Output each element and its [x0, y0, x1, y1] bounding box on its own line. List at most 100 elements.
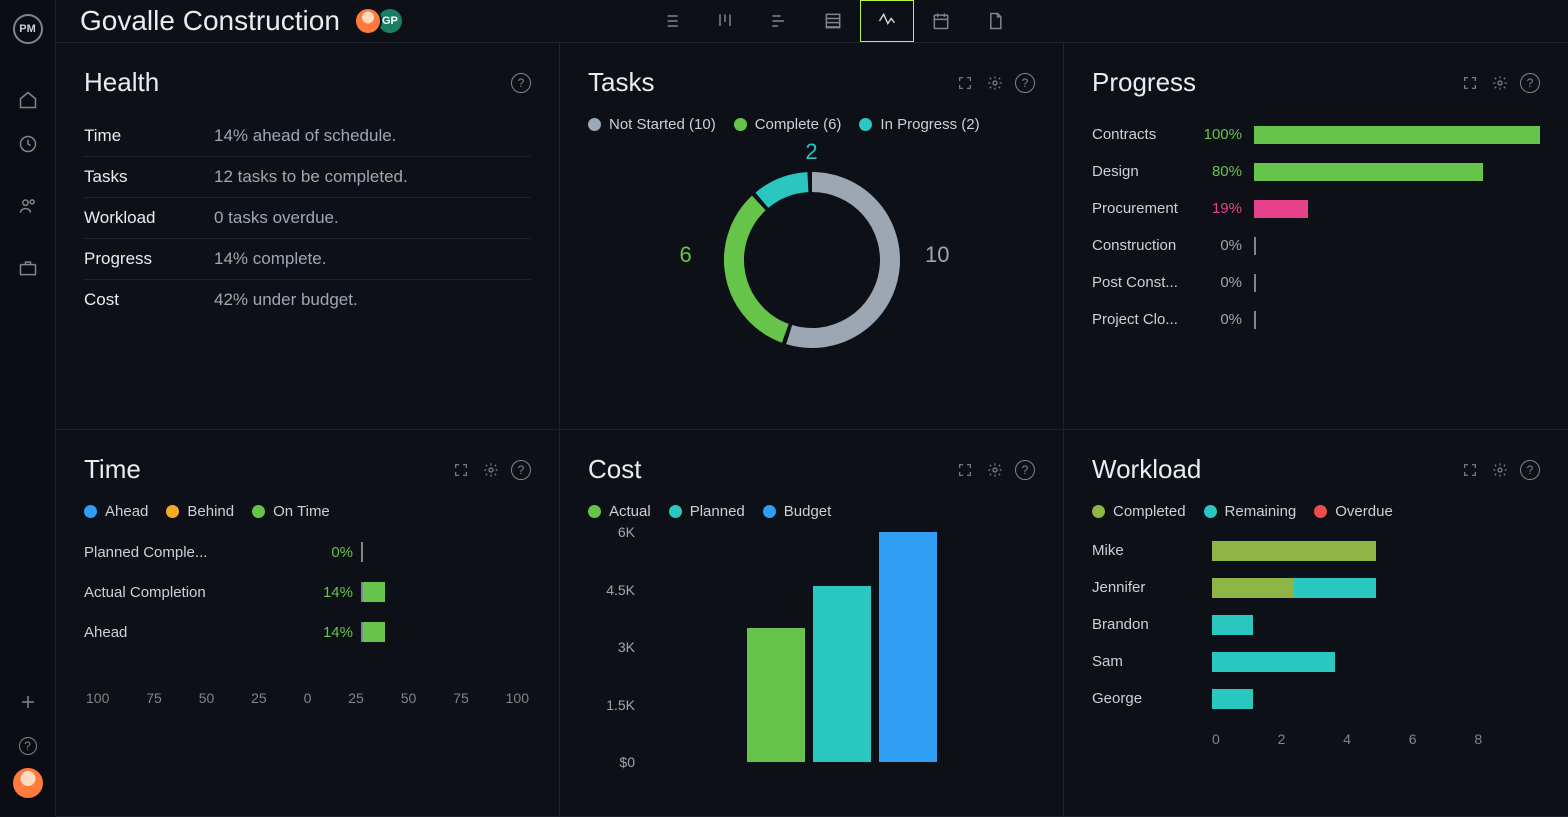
progress-row: Contracts 100% — [1092, 116, 1540, 153]
progress-row: Design 80% — [1092, 153, 1540, 190]
progress-row: Project Clo... 0% — [1092, 301, 1540, 338]
progress-label: Construction — [1092, 237, 1192, 254]
gear-icon[interactable] — [985, 73, 1005, 93]
cost-ylabel: 3K — [618, 639, 635, 655]
legend-dot — [669, 505, 682, 518]
axis-label: 25 — [348, 690, 364, 706]
legend-item: Complete (6) — [734, 116, 842, 133]
health-row: Workload 0 tasks overdue. — [84, 198, 531, 239]
axis-label: 100 — [506, 690, 529, 706]
help-icon[interactable]: ? — [511, 73, 531, 93]
gear-icon[interactable] — [1490, 73, 1510, 93]
view-list-icon[interactable] — [644, 0, 698, 42]
legend-item: Remaining — [1204, 503, 1297, 520]
nav-people-icon[interactable] — [0, 184, 56, 228]
legend-item: Behind — [166, 503, 234, 520]
workload-label: Brandon — [1092, 616, 1212, 633]
axis-label: 8 — [1474, 731, 1540, 747]
time-label: Planned Comple... — [84, 544, 214, 561]
workload-bar-track — [1212, 578, 1540, 598]
expand-icon[interactable] — [955, 460, 975, 480]
workload-axis: 02468 — [1212, 731, 1540, 747]
panel-progress: Progress ? Contracts 100% Design 80% Pro… — [1064, 43, 1568, 430]
workload-bar-segment — [1212, 689, 1253, 709]
nav-user-avatar[interactable] — [13, 768, 43, 798]
gear-icon[interactable] — [985, 460, 1005, 480]
expand-icon[interactable] — [1460, 73, 1480, 93]
legend-dot — [84, 505, 97, 518]
progress-tick — [1254, 274, 1256, 292]
legend-dot — [166, 505, 179, 518]
axis-label: 2 — [1278, 731, 1344, 747]
nav-help-icon[interactable]: ? — [0, 724, 56, 768]
help-icon[interactable]: ? — [1015, 460, 1035, 480]
workload-bar-track — [1212, 615, 1540, 635]
expand-icon[interactable] — [451, 460, 471, 480]
progress-bar-track — [1254, 200, 1540, 218]
health-label: Time — [84, 126, 214, 146]
legend-dot — [734, 118, 747, 131]
help-icon[interactable]: ? — [1520, 460, 1540, 480]
nav-briefcase-icon[interactable] — [0, 246, 56, 290]
nav-home-icon[interactable] — [0, 78, 56, 122]
axis-label: 4 — [1343, 731, 1409, 747]
nav-add-icon[interactable] — [0, 680, 56, 724]
cost-bar — [747, 628, 805, 762]
project-title: Govalle Construction — [80, 5, 340, 37]
view-file-icon[interactable] — [968, 0, 1022, 42]
time-pct: 14% — [214, 584, 353, 601]
health-label: Tasks — [84, 167, 214, 187]
health-value: 0 tasks overdue. — [214, 208, 339, 228]
project-avatars[interactable]: GP — [360, 7, 404, 35]
app-logo[interactable]: PM — [13, 14, 43, 44]
legend-item: Completed — [1092, 503, 1186, 520]
legend-dot — [763, 505, 776, 518]
view-board-icon[interactable] — [698, 0, 752, 42]
avatar-1[interactable] — [354, 7, 382, 35]
nav-clock-icon[interactable] — [0, 122, 56, 166]
view-dashboard-icon[interactable] — [860, 0, 914, 42]
progress-tick — [1254, 237, 1256, 255]
legend-dot — [1314, 505, 1327, 518]
legend-item: Not Started (10) — [588, 116, 716, 133]
legend-label: On Time — [273, 503, 330, 520]
view-calendar-icon[interactable] — [914, 0, 968, 42]
help-icon[interactable]: ? — [511, 460, 531, 480]
legend-label: Completed — [1113, 503, 1186, 520]
help-icon[interactable]: ? — [1015, 73, 1035, 93]
axis-label: 50 — [199, 690, 215, 706]
progress-row: Post Const... 0% — [1092, 264, 1540, 301]
view-gantt-icon[interactable] — [752, 0, 806, 42]
workload-row: Mike — [1092, 532, 1540, 569]
axis-label: 0 — [304, 690, 312, 706]
view-sheet-icon[interactable] — [806, 0, 860, 42]
gear-icon[interactable] — [481, 460, 501, 480]
help-icon[interactable]: ? — [1520, 73, 1540, 93]
legend-dot — [859, 118, 872, 131]
health-row: Progress 14% complete. — [84, 239, 531, 280]
progress-bar — [1254, 126, 1540, 144]
legend-dot — [588, 118, 601, 131]
health-label: Cost — [84, 290, 214, 310]
expand-icon[interactable] — [1460, 460, 1480, 480]
progress-bar — [1254, 200, 1308, 218]
axis-label: 50 — [401, 690, 417, 706]
workload-label: Sam — [1092, 653, 1212, 670]
panel-title: Progress — [1092, 67, 1196, 98]
time-bar-area — [361, 622, 531, 642]
gear-icon[interactable] — [1490, 460, 1510, 480]
time-bar — [363, 622, 385, 642]
panel-health: Health ? Time 14% ahead of schedule.Task… — [56, 43, 560, 430]
left-sidebar: PM ? — [0, 0, 56, 816]
time-label: Actual Completion — [84, 584, 214, 601]
workload-bar-segment — [1212, 578, 1294, 598]
legend-label: Remaining — [1225, 503, 1297, 520]
tasks-donut: 2 6 10 — [702, 145, 922, 365]
progress-pct: 19% — [1192, 200, 1242, 217]
cost-ylabel: 4.5K — [606, 582, 635, 598]
legend-label: Not Started (10) — [609, 116, 716, 133]
progress-row: Procurement 19% — [1092, 190, 1540, 227]
expand-icon[interactable] — [955, 73, 975, 93]
progress-label: Post Const... — [1092, 274, 1192, 291]
legend-label: Ahead — [105, 503, 148, 520]
